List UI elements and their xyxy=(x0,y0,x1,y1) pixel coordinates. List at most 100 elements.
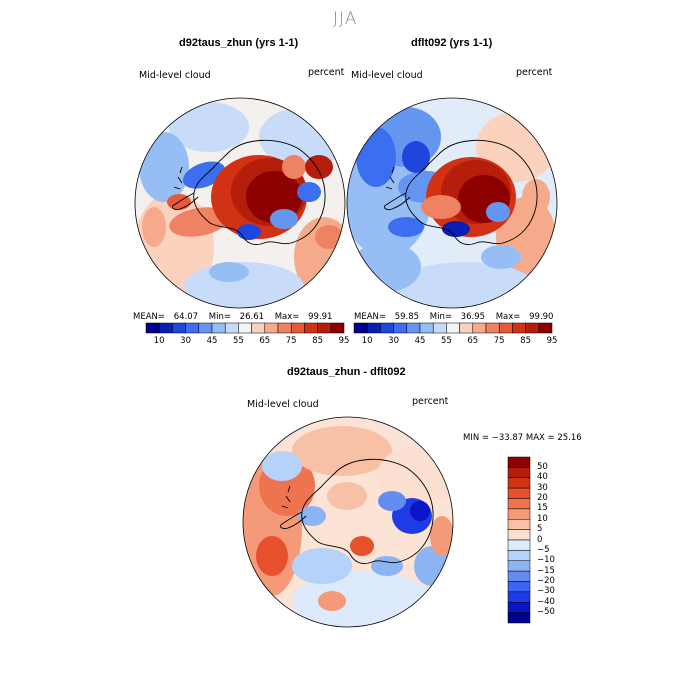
colorbar-swatch xyxy=(366,322,381,334)
colorbar-tick-label: 85 xyxy=(520,336,532,346)
panel2-map xyxy=(346,97,558,309)
colorbar-tick-label: −50 xyxy=(537,607,555,618)
colorbar-tick-label: 55 xyxy=(440,336,452,346)
colorbar-tick-label: 10 xyxy=(153,336,165,346)
field-patch xyxy=(169,207,229,237)
colorbar-swatch xyxy=(485,322,500,334)
colorbar-tick-label: 95 xyxy=(338,336,350,346)
field-patch xyxy=(318,591,346,611)
coastline xyxy=(279,458,434,565)
min-value: 26.61 xyxy=(239,312,265,322)
field-patch xyxy=(139,132,189,202)
colorbar-swatch xyxy=(507,612,531,624)
colorbar-swatch xyxy=(507,550,531,561)
colorbar-swatch xyxy=(512,322,526,334)
diff-units-label: percent xyxy=(412,396,449,407)
min-label: Min= xyxy=(208,312,231,322)
field-patch xyxy=(282,155,306,179)
colorbar-swatch xyxy=(290,322,305,334)
colorbar-tick-label: 10 xyxy=(537,513,548,524)
field-patch xyxy=(142,207,166,247)
colorbar-tick-label: 55 xyxy=(232,336,244,346)
colorbar-tick-label: 20 xyxy=(537,493,548,503)
colorbar-swatch xyxy=(459,322,474,334)
season-title: JJA xyxy=(333,9,358,29)
mean-value: 59.85 xyxy=(394,312,420,322)
colorbar-swatch xyxy=(251,322,266,334)
colorbar-swatch xyxy=(198,322,213,334)
field-patch xyxy=(442,221,470,237)
colorbar-swatch xyxy=(507,591,531,603)
field-patch xyxy=(402,141,430,173)
field-patch xyxy=(371,556,403,576)
field-patch xyxy=(430,516,453,556)
field-patch xyxy=(292,548,352,584)
panel2-colorbar-ticks: 10 30 45 55 65 75 85 95 xyxy=(354,336,558,348)
colorbar-swatch xyxy=(406,322,421,334)
colorbar-tick-label: 15 xyxy=(537,503,548,514)
diff-colorbar xyxy=(507,456,531,624)
colorbar-swatch xyxy=(507,467,531,478)
colorbar-tick-label: 65 xyxy=(259,336,271,346)
field-patch xyxy=(410,501,430,521)
field-patch xyxy=(298,506,326,526)
colorbar-tick-label: −15 xyxy=(537,565,555,576)
colorbar-swatch xyxy=(224,322,239,334)
colorbar-swatch xyxy=(507,456,531,468)
field-patch xyxy=(169,102,249,152)
coastline xyxy=(383,139,538,246)
colorbar-swatch xyxy=(507,508,531,520)
field-patch xyxy=(378,491,406,511)
panel1-title: d92taus_zhun (yrs 1-1) xyxy=(179,37,299,49)
colorbar-swatch xyxy=(507,539,531,551)
colorbar-tick-label: −5 xyxy=(537,544,550,555)
colorbar-tick-label: −30 xyxy=(537,586,555,597)
field-patch xyxy=(262,451,302,481)
colorbar-tick-label: 0 xyxy=(537,534,543,545)
panel1-stats: MEAN= 64.07 Min= 26.61 Max= 99.91 xyxy=(133,312,332,322)
colorbar-swatch xyxy=(498,322,513,334)
colorbar-tick-label: 85 xyxy=(312,336,324,346)
colorbar-tick-label: 75 xyxy=(285,336,297,346)
panel1-map xyxy=(134,97,346,309)
field-patch xyxy=(350,536,374,556)
field-patch xyxy=(305,155,333,179)
panel1-colorbar-ticks: 10 30 45 55 65 75 85 95 xyxy=(146,336,350,348)
colorbar-swatch xyxy=(317,322,332,334)
colorbar-swatch xyxy=(507,581,531,593)
max-value: 99.91 xyxy=(308,312,333,322)
field-patch xyxy=(481,245,521,269)
colorbar-swatch xyxy=(538,322,553,334)
map-border xyxy=(242,416,454,628)
field-patch xyxy=(256,536,288,576)
colorbar-swatch xyxy=(380,322,394,334)
min-value: 36.95 xyxy=(460,312,486,322)
max-value: 99.90 xyxy=(529,312,554,322)
panel2-title: dflt092 (yrs 1-1) xyxy=(411,37,493,49)
panel1-variable-label: Mid-level cloud xyxy=(139,70,211,81)
colorbar-tick-label: 45 xyxy=(414,336,426,346)
diff-variable-label: Mid-level cloud xyxy=(247,399,319,410)
colorbar-swatch xyxy=(353,322,368,334)
colorbar-swatch xyxy=(525,322,540,334)
colorbar-tick-label: −20 xyxy=(537,576,555,586)
colorbar-swatch xyxy=(277,322,292,334)
panel2-colorbar xyxy=(353,322,553,334)
colorbar-swatch xyxy=(419,322,434,334)
colorbar-swatch xyxy=(393,322,408,334)
colorbar-swatch xyxy=(145,322,160,334)
mean-value: 64.07 xyxy=(173,312,199,322)
colorbar-swatch xyxy=(158,322,173,334)
colorbar-swatch xyxy=(507,477,531,489)
colorbar-tick-label: 30 xyxy=(180,336,192,346)
colorbar-swatch xyxy=(507,519,531,530)
panel2-stats: MEAN= 59.85 Min= 36.95 Max= 99.90 xyxy=(354,312,553,322)
field-patch xyxy=(297,182,321,202)
colorbar-tick-label: 5 xyxy=(537,524,543,535)
min-label: Min= xyxy=(429,312,452,322)
colorbar-tick-label: −10 xyxy=(537,555,555,566)
colorbar-swatch xyxy=(507,529,531,541)
colorbar-swatch xyxy=(507,498,531,510)
colorbar-swatch xyxy=(472,322,487,334)
colorbar-swatch xyxy=(507,560,531,572)
